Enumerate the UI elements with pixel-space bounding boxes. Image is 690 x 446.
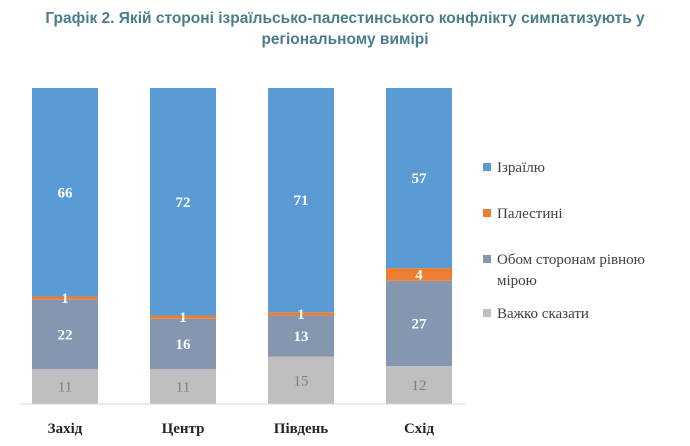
chart-title: Графік 2. Якій стороні ізраїльсько-палес… bbox=[0, 8, 690, 50]
data-label-1-1: 11 bbox=[58, 380, 72, 396]
category-label-3: Південь bbox=[274, 421, 328, 437]
data-label-2-4: 72 bbox=[176, 195, 191, 211]
bar-segment-2-2 bbox=[150, 318, 216, 370]
bar-segment-3-3 bbox=[268, 312, 334, 316]
category-label-2: Центр bbox=[162, 421, 205, 437]
bar-segment-4-1 bbox=[386, 366, 452, 404]
data-label-3-2: 13 bbox=[294, 329, 309, 345]
data-label-3-1: 15 bbox=[294, 373, 309, 389]
bar-segment-3-4 bbox=[268, 88, 334, 313]
category-label-4: Схід bbox=[404, 421, 435, 437]
data-labels-group: 11 22 1 66 11 16 1 72 15 13 1 71 12 27 4 57 bbox=[58, 171, 428, 396]
data-label-3-4: 71 bbox=[294, 193, 309, 209]
data-label-1-2: 22 bbox=[58, 327, 73, 343]
data-label-2-1: 11 bbox=[176, 380, 190, 396]
legend-swatch-1 bbox=[483, 163, 491, 171]
legend-label-3-line-2: мірою bbox=[497, 273, 537, 289]
category-label-1: Захід bbox=[48, 421, 83, 437]
chart-title-line-2: регіональному вимірі bbox=[261, 31, 429, 48]
legend-swatch-3 bbox=[483, 255, 491, 263]
bar-segment-1-2 bbox=[32, 299, 98, 370]
data-label-2-2: 16 bbox=[176, 337, 192, 353]
legend-label-3-line-1: Обом сторонам рівною bbox=[497, 252, 645, 268]
bar-segment-4-4 bbox=[386, 88, 452, 269]
legend-swatch-2 bbox=[483, 209, 491, 217]
data-label-4-1: 12 bbox=[412, 378, 427, 394]
legend-label-2: Палестині bbox=[497, 206, 563, 222]
bar-segment-2-3 bbox=[150, 315, 216, 319]
chart-title-line-1: Графік 2. Якій стороні ізраїльсько-палес… bbox=[45, 10, 645, 27]
data-label-1-3: 1 bbox=[61, 291, 69, 307]
data-label-4-4: 57 bbox=[412, 171, 428, 187]
bar-segment-4-2 bbox=[386, 280, 452, 367]
data-label-2-3: 1 bbox=[179, 310, 187, 326]
bar-segment-1-3 bbox=[32, 296, 98, 300]
legend-swatch-4 bbox=[483, 309, 491, 317]
legend-label-4: Важко сказати bbox=[497, 306, 589, 322]
data-label-4-3: 4 bbox=[415, 267, 423, 283]
legend: Ізраїлю Палестині Обом сторонам рівною міро… bbox=[483, 160, 645, 322]
bar-segment-3-2 bbox=[268, 315, 334, 357]
category-labels-group: Захід Центр Південь Схід bbox=[48, 421, 435, 437]
bar-segment-1-4 bbox=[32, 88, 98, 297]
data-label-3-3: 1 bbox=[297, 307, 305, 323]
data-label-4-2: 27 bbox=[412, 316, 428, 332]
bar-segment-2-4 bbox=[150, 88, 216, 316]
bar-segment-3-1 bbox=[268, 356, 334, 404]
data-label-1-4: 66 bbox=[58, 185, 74, 201]
bars-group bbox=[32, 88, 452, 404]
bar-segment-2-1 bbox=[150, 369, 216, 404]
legend-label-1: Ізраїлю bbox=[497, 160, 545, 176]
bar-segment-4-3 bbox=[386, 268, 452, 281]
bar-segment-1-1 bbox=[32, 369, 98, 404]
